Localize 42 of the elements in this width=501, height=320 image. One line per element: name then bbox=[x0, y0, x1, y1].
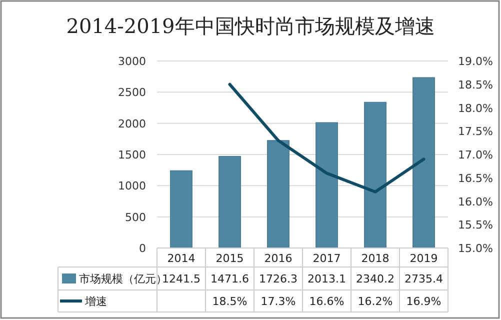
x-tick-label: 2016 bbox=[264, 252, 292, 265]
data-label: 2735.4 bbox=[404, 272, 443, 286]
bar bbox=[267, 140, 290, 248]
line-series bbox=[228, 82, 426, 194]
y2-tick-label: 19.0% bbox=[458, 55, 493, 68]
x-tick-label: 2018 bbox=[361, 252, 390, 265]
y-tick-label: 3000 bbox=[118, 55, 146, 68]
legend-label: 增速 bbox=[84, 295, 107, 308]
x-tick-label: 2017 bbox=[312, 252, 341, 265]
y2-tick-label: 15.0% bbox=[458, 242, 493, 255]
y2-tick-label: 17.0% bbox=[458, 148, 493, 162]
data-label: 16.6% bbox=[309, 295, 344, 308]
y2-tick-label: 18.0% bbox=[458, 102, 493, 115]
data-label: 16.9% bbox=[406, 295, 442, 308]
bar bbox=[412, 77, 435, 248]
data-label: 1241.5 bbox=[162, 272, 200, 286]
bar bbox=[170, 170, 192, 248]
data-label: 18.5% bbox=[212, 295, 248, 308]
y-tick-label: 1500 bbox=[118, 148, 146, 162]
data-label: 1726.3 bbox=[259, 272, 298, 286]
chart-title: 2014-2019年中国快时尚市场规模及增速 bbox=[66, 14, 435, 38]
bar bbox=[218, 156, 241, 248]
x-tick-label: 2019 bbox=[410, 252, 438, 265]
bar bbox=[316, 122, 338, 248]
y2-tick-label: 15.5% bbox=[458, 218, 493, 232]
data-label: 1471.6 bbox=[210, 272, 249, 286]
data-label: 17.3% bbox=[260, 295, 296, 308]
x-tick-label: 2014 bbox=[167, 252, 196, 265]
y2-tick-label: 18.5% bbox=[458, 78, 493, 92]
y-tick-label: 0 bbox=[139, 242, 146, 255]
x-tick-label: 2015 bbox=[216, 252, 244, 265]
data-label: 2340.2 bbox=[356, 272, 394, 286]
y-tick-label: 2000 bbox=[118, 117, 146, 130]
y-tick-label: 500 bbox=[125, 210, 146, 224]
y2-tick-label: 16.5% bbox=[458, 172, 493, 185]
y2-tick-label: 16.0% bbox=[458, 195, 493, 208]
y-tick-label: 1000 bbox=[118, 180, 146, 193]
y-tick-label: 2500 bbox=[118, 86, 146, 100]
data-label: 2013.1 bbox=[308, 272, 346, 286]
y2-tick-label: 17.5% bbox=[458, 125, 493, 138]
data-label: 16.2% bbox=[358, 295, 393, 308]
bar bbox=[364, 102, 386, 248]
